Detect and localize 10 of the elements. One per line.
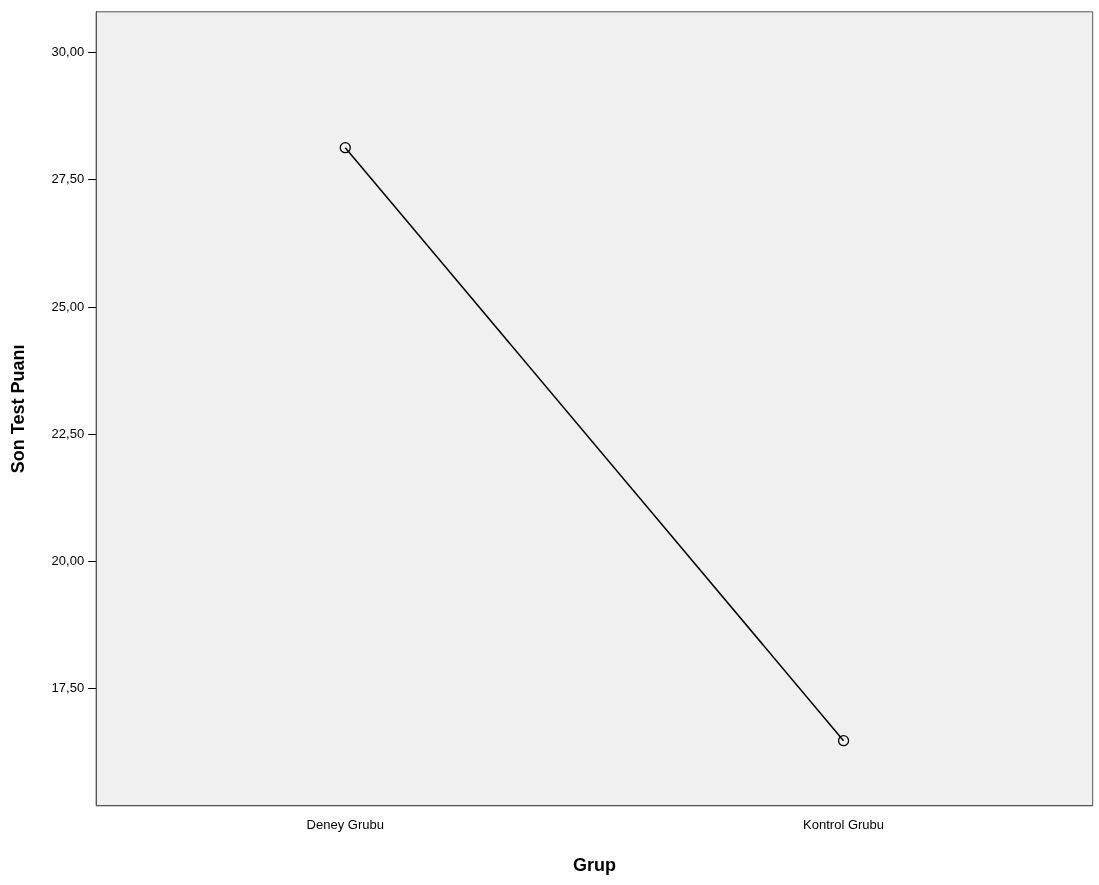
x-tick-label: Kontrol Grubu [803, 817, 885, 833]
y-tick-label: 30,00 [51, 44, 85, 60]
y-tick-label: 17,50 [51, 680, 85, 696]
x-tick-label: Deney Grubu [306, 817, 384, 833]
y-tick-label: 25,00 [51, 298, 85, 314]
x-axis-title: Grup [572, 855, 616, 876]
y-tick-label: 27,50 [51, 171, 85, 187]
y-tick-label: 22,50 [51, 425, 85, 441]
y-axis-title: Son Test Puanı [7, 344, 28, 474]
y-tick-label: 20,00 [51, 553, 85, 569]
